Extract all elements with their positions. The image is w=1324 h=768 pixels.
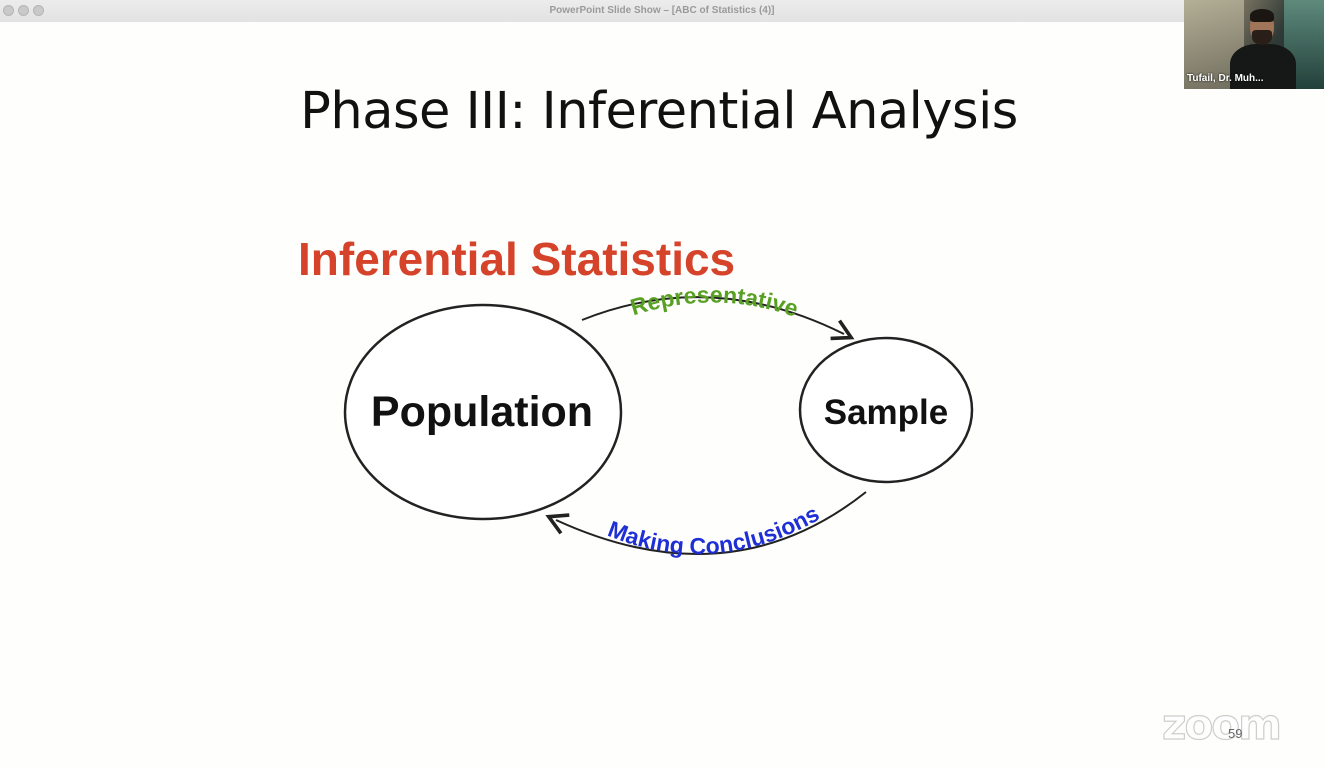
representative-arrow [581,296,855,341]
participant-beard [1252,30,1272,45]
population-label: Population [371,388,593,436]
close-icon[interactable] [3,5,14,16]
participant-body [1230,44,1296,89]
population-circle [343,303,623,521]
participant-video-tile[interactable]: Tufail, Dr. Muh... [1184,0,1324,89]
minimize-icon[interactable] [18,5,29,16]
zoom-window-icon[interactable] [33,5,44,16]
conclusions-arrow [545,491,867,556]
slide-canvas [0,22,1324,768]
sample-label: Sample [824,393,949,432]
diagram-heading: Inferential Statistics [298,233,735,285]
slide-page-number: 59 [1228,726,1243,741]
window-title: PowerPoint Slide Show – [ABC of Statisti… [549,5,775,16]
participant-name: Tufail, Dr. Muh... [1187,73,1264,84]
participant-hair [1250,9,1274,22]
slide-title: Phase III: Inferential Analysis [300,82,1018,141]
zoom-watermark-logo: zoom [1161,699,1282,749]
conclusions-arrow-label: Making Conclusions [605,500,824,559]
representative-arrow-label: Representative [627,281,801,321]
sample-circle [798,336,974,484]
